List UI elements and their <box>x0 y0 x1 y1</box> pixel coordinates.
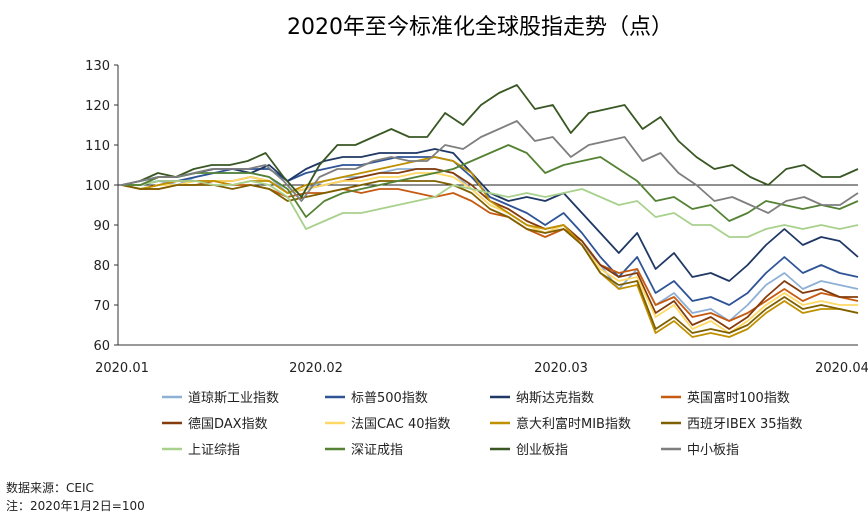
x-tick-label: 2020.04 <box>815 361 868 376</box>
y-tick-label: 120 <box>85 99 110 114</box>
y-tick-label: 70 <box>93 299 110 314</box>
x-tick-label: 2020.02 <box>289 361 343 376</box>
series-line <box>121 180 859 334</box>
y-tick-label: 80 <box>93 259 110 274</box>
y-tick-label: 100 <box>85 179 110 194</box>
legend-label: 道琼斯工业指数 <box>188 391 279 406</box>
series-line <box>121 84 859 198</box>
series-line <box>122 180 859 238</box>
legend-label: 深证成指 <box>351 443 403 458</box>
y-tick-label: 130 <box>85 59 110 74</box>
legend-label: 意大利富时MIB指数 <box>516 416 631 432</box>
plot-area: 60 70 80 90 100 110 120 130 2020.01 2020.02 2020.0… <box>85 59 868 376</box>
series-line <box>121 120 859 214</box>
series-line <box>121 180 859 322</box>
legend-label: 创业板指 <box>516 443 568 458</box>
legend-label: 上证综指 <box>188 443 240 458</box>
data-source-note: 数据来源：CEIC <box>6 481 94 495</box>
legend-label: 中小板指 <box>687 443 739 458</box>
x-tick-label: 2020.03 <box>534 361 588 376</box>
legend-label: 德国DAX指数 <box>188 417 268 432</box>
series-line <box>121 172 858 334</box>
x-tick-label: 2020.01 <box>95 361 149 376</box>
chart-title: 2020年至今标准化全球股指走势（点） <box>287 15 673 40</box>
legend-label: 英国富时100指数 <box>687 390 790 406</box>
legend-label: 法国CAC 40指数 <box>351 417 451 432</box>
legend-label: 纳斯达克指数 <box>516 391 594 406</box>
y-tick-label: 90 <box>93 219 110 234</box>
y-tick-label: 60 <box>93 339 110 354</box>
baseline-note: 注：2020年1月2日=100 <box>6 499 145 513</box>
legend-label: 标普500指数 <box>351 391 428 406</box>
series-line <box>122 156 859 306</box>
series-line <box>122 144 859 222</box>
series-line <box>121 156 859 338</box>
legend-label: 西班牙IBEX 35指数 <box>687 417 803 432</box>
y-tick-label: 110 <box>85 139 110 154</box>
